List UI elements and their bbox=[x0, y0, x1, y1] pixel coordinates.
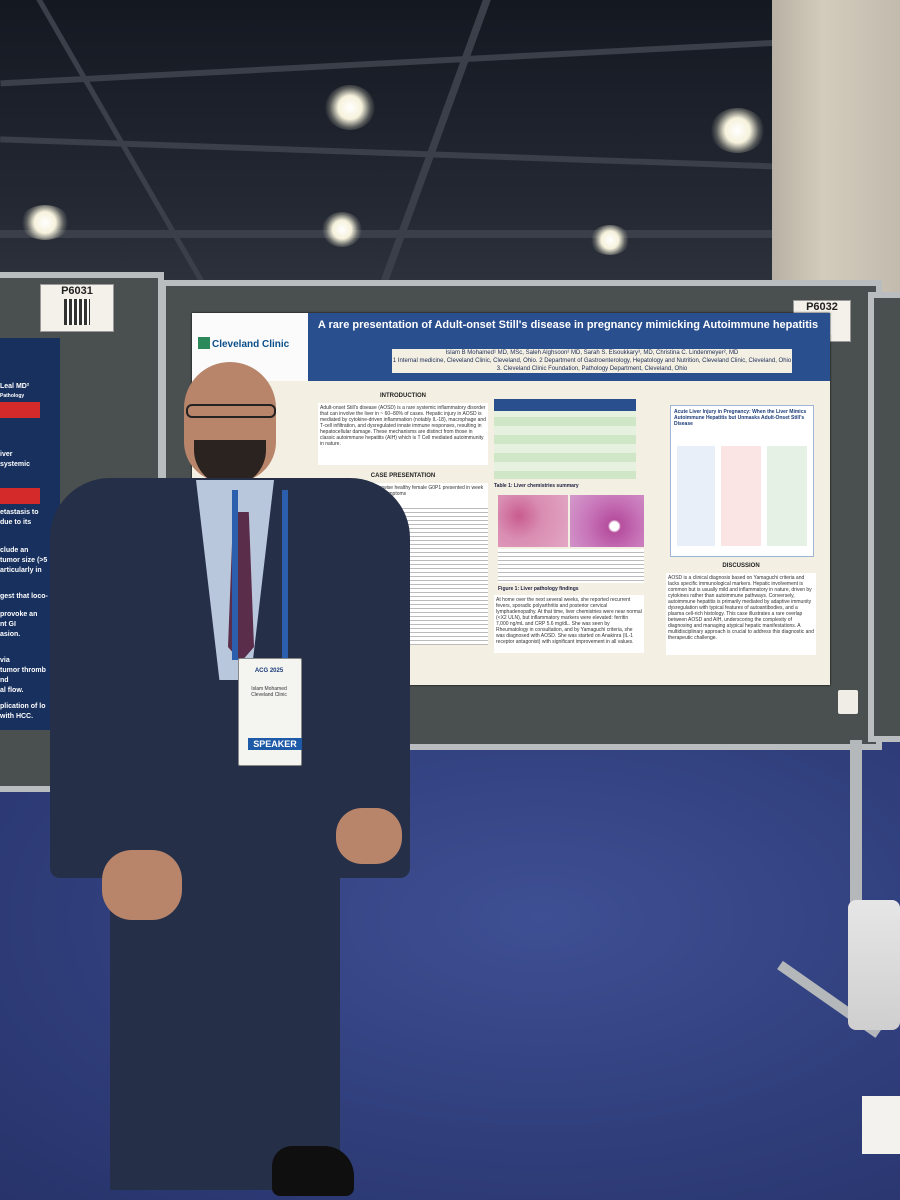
poster-text: Leal MD² bbox=[0, 383, 30, 390]
red-header-bar bbox=[0, 488, 40, 504]
ceiling-light bbox=[590, 225, 630, 255]
ceiling-beam bbox=[0, 39, 780, 87]
poster-text: asion. bbox=[0, 631, 21, 638]
flow-column bbox=[767, 446, 807, 546]
section-heading-discussion: DISCUSSION bbox=[722, 563, 760, 569]
followup-text: At home over the next several weeks, she… bbox=[494, 595, 644, 653]
poster-text: gest that loco- bbox=[0, 593, 48, 600]
cleveland-clinic-logo-icon bbox=[198, 337, 210, 349]
poster-text: nt GI bbox=[0, 621, 16, 628]
speaker-ribbon: SPEAKER bbox=[248, 738, 302, 750]
figure-caption: Figure 1: Liver pathology findings bbox=[498, 586, 579, 592]
section-heading-case: CASE PRESENTATION bbox=[370, 473, 436, 479]
red-header-bar bbox=[0, 402, 40, 418]
poster-text: tumor thromb bbox=[0, 667, 46, 674]
poster-text: articularly in bbox=[0, 567, 42, 574]
liver-chemistries-table bbox=[494, 399, 636, 479]
ceiling-light bbox=[325, 85, 375, 130]
institution-name: Cleveland Clinic bbox=[212, 339, 290, 350]
graphical-abstract-title: Acute Liver Injury in Pregnancy: When th… bbox=[674, 409, 807, 427]
table-header-row bbox=[494, 399, 636, 411]
booth-number: P6031 bbox=[61, 285, 93, 297]
poster-text: al flow. bbox=[0, 687, 24, 694]
discussion-text: AOSD is a clinical diagnosis based on Ya… bbox=[666, 573, 816, 655]
poster-text: iver bbox=[0, 451, 13, 458]
poster-text: nd bbox=[0, 677, 9, 684]
author-list: Islam B Mohamed¹ MD, MSc, Saleh Alghsoon… bbox=[445, 350, 739, 356]
introduction-text: Adult-onset Still's disease (AOSD) is a … bbox=[318, 403, 488, 465]
shoe bbox=[272, 1146, 354, 1196]
poster-text: clude an bbox=[0, 547, 29, 554]
poster-authors: Islam B Mohamed¹ MD, MSc, Saleh Alghsoon… bbox=[392, 349, 792, 373]
affiliations: 1 Internal medicine, Cleveland Clinic, C… bbox=[392, 358, 792, 372]
histology-image bbox=[570, 495, 644, 547]
graphical-abstract: Acute Liver Injury in Pregnancy: When th… bbox=[670, 405, 814, 557]
badge-organization: Cleveland Clinic bbox=[251, 692, 287, 698]
badge-name: Islam Mohamed bbox=[251, 686, 287, 692]
histology-image bbox=[498, 495, 568, 547]
figure-legend-text bbox=[498, 549, 644, 583]
badge-holder: Islam Mohamed Cleveland Clinic bbox=[244, 686, 294, 698]
hand bbox=[336, 808, 402, 864]
lanyard bbox=[282, 490, 288, 660]
poster-text: Pathology bbox=[0, 393, 25, 399]
poster-text: with HCC. bbox=[0, 713, 34, 720]
poster-text: via bbox=[0, 657, 10, 664]
booth-number: P6032 bbox=[806, 301, 838, 313]
poster-text: provoke an bbox=[0, 611, 38, 618]
concrete-pillar bbox=[772, 0, 900, 300]
poster-text: tumor size (>5 bbox=[0, 557, 48, 564]
paper-cup bbox=[838, 690, 858, 714]
poster-text: etastasis to bbox=[0, 509, 39, 516]
white-box bbox=[862, 1096, 900, 1154]
ceiling-beam bbox=[0, 230, 780, 238]
ceiling-light bbox=[710, 108, 765, 153]
glasses-icon bbox=[186, 404, 276, 418]
poster-title: A rare presentation of Adult-onset Still… bbox=[317, 319, 819, 331]
lanyard bbox=[232, 490, 238, 660]
qr-code-icon bbox=[64, 299, 90, 325]
poster-text: plication of lo bbox=[0, 703, 46, 710]
ceiling-beam bbox=[377, 0, 491, 290]
hand bbox=[102, 850, 182, 920]
poster-text: systemic bbox=[0, 461, 30, 468]
poster-text: due to its bbox=[0, 519, 32, 526]
ceiling-light bbox=[20, 205, 70, 240]
flow-column bbox=[721, 446, 761, 546]
flow-column bbox=[677, 446, 715, 546]
section-heading-introduction: INTRODUCTION bbox=[380, 393, 426, 399]
event-logo: ACG 2025 bbox=[254, 668, 284, 674]
white-bag bbox=[848, 900, 900, 1030]
booth-tag-left: P6031 bbox=[40, 284, 114, 332]
ceiling bbox=[0, 0, 900, 290]
right-display-board bbox=[868, 292, 900, 742]
table-caption: Table 1: Liver chemistries summary bbox=[494, 483, 579, 489]
ceiling-light bbox=[322, 212, 362, 247]
